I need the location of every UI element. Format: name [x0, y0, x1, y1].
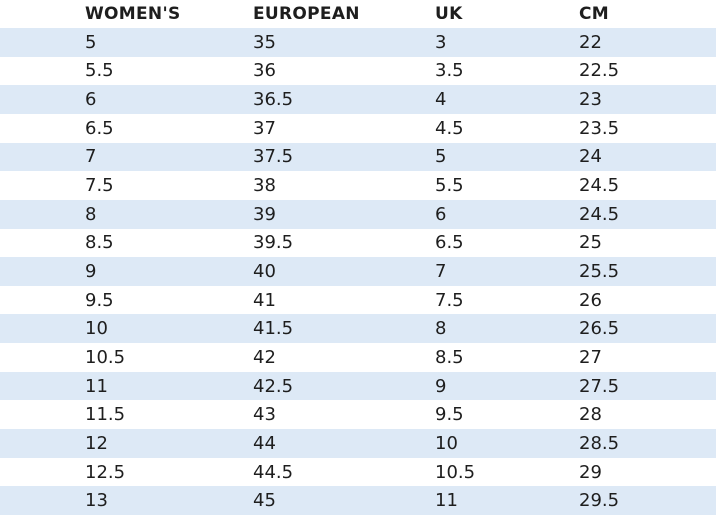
table-cell: 41 — [253, 289, 276, 311]
table-cell: 36.5 — [253, 89, 294, 111]
table-cell: 24.5 — [579, 175, 620, 197]
table-cell: 8 — [435, 318, 447, 340]
table-cell: 6 — [85, 89, 97, 111]
table-cell: 5 — [435, 146, 447, 168]
table-cell: 4.5 — [435, 117, 464, 139]
table-cell: 11 — [85, 375, 108, 397]
table-cell: 23.5 — [579, 117, 620, 139]
table-cell: 12.5 — [85, 461, 126, 483]
table-cell: 10 — [435, 432, 458, 454]
table-cell: 39 — [253, 203, 276, 225]
table-row: 12.5 44.5 10.5 29 — [0, 458, 716, 487]
table-cell: 39.5 — [253, 232, 294, 254]
table-cell: 3.5 — [435, 60, 464, 82]
table-row: 8.5 39.5 6.5 25 — [0, 229, 716, 258]
table-cell: 9 — [85, 260, 97, 282]
header-cell: CM — [579, 4, 609, 24]
table-cell: 27 — [579, 346, 602, 368]
table-cell: 25.5 — [579, 260, 620, 282]
header-cell: UK — [435, 4, 463, 24]
table-cell: 5 — [85, 31, 97, 53]
table-cell: 6 — [435, 203, 447, 225]
table-row: 6.5 37 4.5 23.5 — [0, 114, 716, 143]
table-cell: 42.5 — [253, 375, 294, 397]
table-row: 6 36.5 4 23 — [0, 85, 716, 114]
table-row: 13 45 11 29.5 — [0, 486, 716, 515]
table-row: 11 42.5 9 27.5 — [0, 371, 716, 401]
table-cell: 29.5 — [579, 490, 620, 512]
table-row: 9.5 41 7.5 26 — [0, 286, 716, 315]
table-cell: 10.5 — [435, 461, 476, 483]
header-row: WOMEN'S EUROPEAN UK CM — [0, 0, 716, 28]
table-row: 10.5 42 8.5 27 — [0, 343, 716, 372]
table-row: 7 37.5 5 24 — [0, 142, 716, 172]
table-row: 8 39 6 24.5 — [0, 199, 716, 229]
table-cell: 25 — [579, 232, 602, 254]
table-cell: 24.5 — [579, 203, 620, 225]
table-cell: 35 — [253, 31, 276, 53]
table-cell: 4 — [435, 89, 447, 111]
header-cell: EUROPEAN — [253, 4, 360, 24]
table-cell: 11 — [435, 490, 458, 512]
table-row: 9 40 7 25.5 — [0, 257, 716, 286]
table-cell: 10 — [85, 318, 108, 340]
table-cell: 28 — [579, 404, 602, 426]
table-cell: 9.5 — [435, 404, 464, 426]
table-cell: 3 — [435, 31, 447, 53]
table-cell: 8.5 — [85, 232, 114, 254]
table-cell: 23 — [579, 89, 602, 111]
table-cell: 9.5 — [85, 289, 114, 311]
table-cell: 24 — [579, 146, 602, 168]
table-cell: 36 — [253, 60, 276, 82]
table-cell: 27.5 — [579, 375, 620, 397]
table-cell: 22 — [579, 31, 602, 53]
table-cell: 44 — [253, 432, 276, 454]
table-row: 7.5 38 5.5 24.5 — [0, 171, 716, 200]
table-cell: 5.5 — [435, 175, 464, 197]
table-cell: 40 — [253, 260, 276, 282]
table-row: 12 44 10 28.5 — [0, 429, 716, 458]
table-cell: 5.5 — [85, 60, 114, 82]
table-cell: 26.5 — [579, 318, 620, 340]
table-cell: 26 — [579, 289, 602, 311]
table-cell: 28.5 — [579, 432, 620, 454]
table-cell: 9 — [435, 375, 447, 397]
table-cell: 7.5 — [85, 175, 114, 197]
table-row: 11.5 43 9.5 28 — [0, 400, 716, 429]
table-cell: 6.5 — [85, 117, 114, 139]
table-cell: 41.5 — [253, 318, 294, 340]
table-cell: 44.5 — [253, 461, 294, 483]
table-cell: 42 — [253, 346, 276, 368]
table-cell: 8 — [85, 203, 97, 225]
table-row: 5 35 3 22 — [0, 28, 716, 57]
table-row: 10 41.5 8 26.5 — [0, 314, 716, 344]
table-cell: 12 — [85, 432, 108, 454]
table-cell: 11.5 — [85, 404, 126, 426]
table-cell: 43 — [253, 404, 276, 426]
table-cell: 37.5 — [253, 146, 294, 168]
table-cell: 45 — [253, 490, 276, 512]
table-cell: 7.5 — [435, 289, 464, 311]
table-cell: 10.5 — [85, 346, 126, 368]
table-cell: 7 — [435, 260, 447, 282]
table-cell: 7 — [85, 146, 97, 168]
table-cell: 6.5 — [435, 232, 464, 254]
table-cell: 13 — [85, 490, 108, 512]
table-cell: 38 — [253, 175, 276, 197]
table-cell: 37 — [253, 117, 276, 139]
table-row: 5.5 36 3.5 22.5 — [0, 57, 716, 86]
table-cell: 22.5 — [579, 60, 620, 82]
header-cell: WOMEN'S — [85, 4, 181, 24]
table-cell: 8.5 — [435, 346, 464, 368]
table-cell: 29 — [579, 461, 602, 483]
